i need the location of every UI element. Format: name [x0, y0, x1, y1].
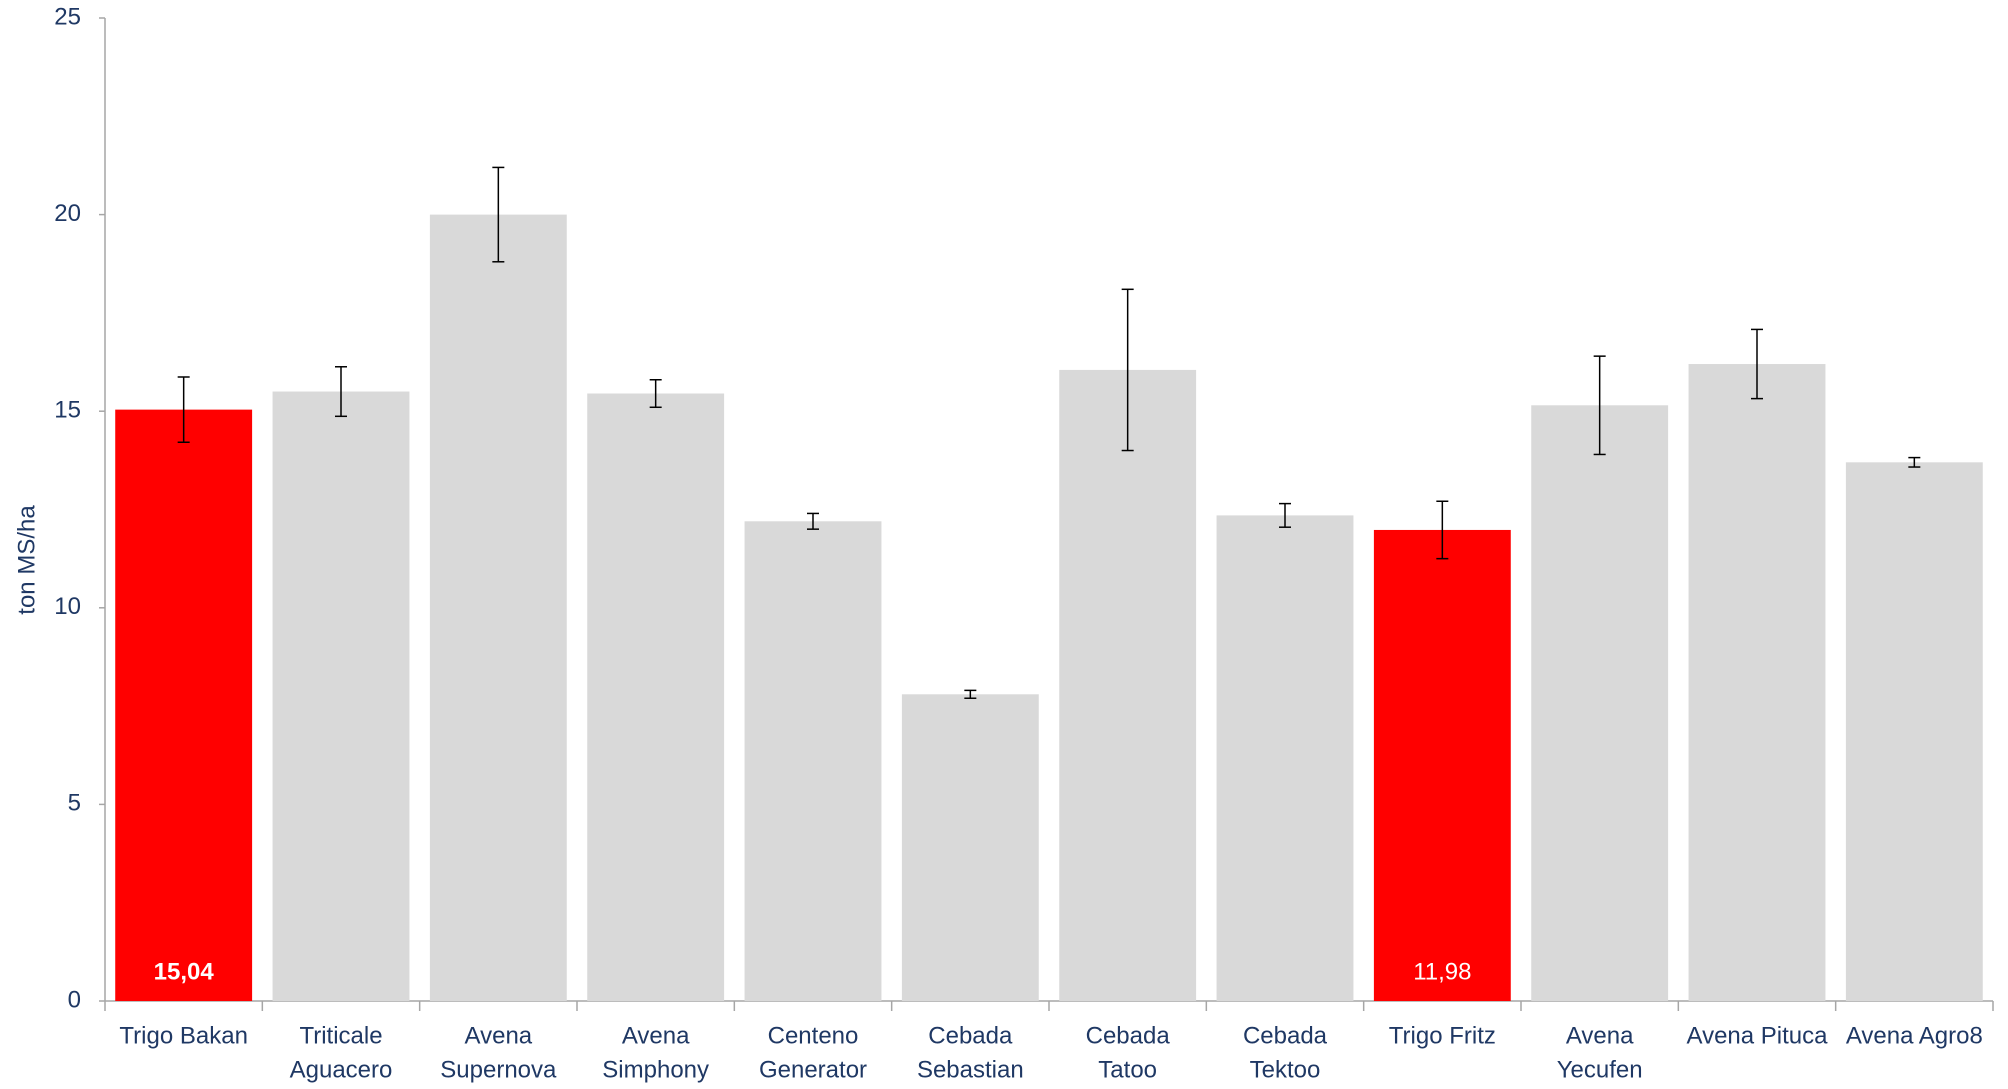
x-tick-label: Generator: [759, 1056, 867, 1083]
x-tick-label: Avena: [465, 1022, 533, 1049]
value-label: 11,98: [1413, 958, 1471, 985]
x-tick-label: Cebada: [1086, 1022, 1171, 1049]
x-tick-label: Trigo Bakan: [119, 1022, 248, 1049]
bar: [587, 393, 725, 1002]
bar: [1688, 364, 1826, 1001]
x-tick-label: Tatoo: [1098, 1056, 1157, 1083]
bar: [1216, 515, 1354, 1001]
y-tick-label: 25: [54, 3, 81, 30]
value-label: 15,04: [154, 958, 215, 985]
bar: [744, 521, 882, 1001]
x-tick-label: Yecufen: [1557, 1056, 1643, 1083]
x-tick-label: Simphony: [602, 1056, 709, 1083]
x-tick-label: Aguacero: [290, 1056, 393, 1083]
x-tick-label: Avena Pituca: [1687, 1022, 1829, 1049]
bar: [1531, 405, 1669, 1001]
x-tick-label: Tektoo: [1250, 1056, 1321, 1083]
x-tick-label: Avena Agro8: [1846, 1022, 1983, 1049]
x-tick-label: Triticale: [299, 1022, 382, 1049]
y-tick-label: 15: [54, 397, 81, 424]
x-tick-label: Centeno: [768, 1022, 859, 1049]
x-tick-label: Avena: [1566, 1022, 1634, 1049]
bar: [429, 214, 567, 1002]
bar: [901, 694, 1039, 1001]
x-tick-label: Trigo Fritz: [1389, 1022, 1496, 1049]
bar: [115, 409, 253, 1001]
y-tick-label: 0: [68, 986, 81, 1013]
x-tick-label: Cebada: [928, 1022, 1013, 1049]
x-tick-label: Cebada: [1243, 1022, 1328, 1049]
bar: [1373, 529, 1511, 1001]
bar: [272, 391, 410, 1001]
y-tick-label: 10: [54, 593, 81, 620]
x-tick-label: Sebastian: [917, 1056, 1024, 1083]
x-tick-label: Supernova: [440, 1056, 557, 1083]
x-tick-label: Avena: [622, 1022, 690, 1049]
y-tick-label: 5: [68, 790, 81, 817]
bar: [1845, 462, 1983, 1001]
bar: [1059, 369, 1197, 1001]
y-tick-label: 20: [54, 200, 81, 227]
y-axis-label: ton MS/ha: [13, 505, 40, 615]
